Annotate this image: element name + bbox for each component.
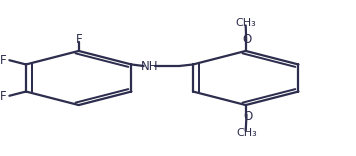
Text: F: F: [75, 33, 82, 46]
Text: CH₃: CH₃: [236, 128, 257, 138]
Text: F: F: [0, 90, 6, 103]
Text: NH: NH: [141, 60, 158, 73]
Text: O: O: [243, 33, 252, 46]
Text: F: F: [0, 54, 6, 67]
Text: O: O: [244, 110, 253, 123]
Text: CH₃: CH₃: [236, 18, 257, 28]
